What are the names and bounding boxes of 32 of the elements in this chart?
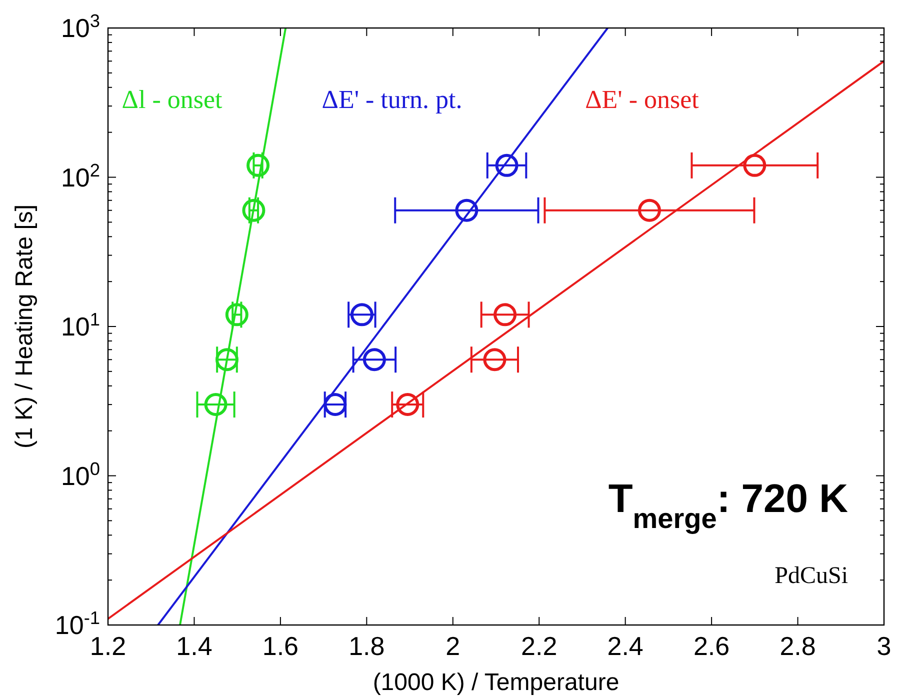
point — [246, 154, 270, 177]
annotation: T$_{merge}$: 720 K — [608, 477, 848, 534]
x-tick-label: 2.4 — [607, 631, 644, 661]
point — [494, 303, 517, 326]
text: ΔE' - onset — [585, 85, 700, 114]
point — [396, 393, 420, 416]
text: Δl - onset — [122, 85, 224, 114]
point — [225, 303, 248, 326]
x-tick-label: 1.8 — [348, 631, 385, 661]
text: ΔE' - turn. pt. — [322, 85, 462, 114]
point — [495, 154, 518, 177]
y-axis-title: (1 K) / Heating Rate [s] — [11, 204, 38, 449]
x-tick-label: 3 — [876, 631, 892, 661]
point — [743, 154, 766, 177]
y-tick-label: 10$^{1}$ — [60, 310, 100, 342]
x-tick-label: 2.2 — [521, 631, 558, 661]
x-axis-title: (1000 K) / Temperature — [372, 669, 620, 696]
point — [204, 393, 228, 416]
y-tick-label: 10$^{0}$ — [60, 458, 100, 491]
x-tick-label: 2.6 — [693, 631, 730, 661]
y-tick-label: 10$^{3}$ — [60, 11, 100, 43]
x-tick-label: 1.6 — [262, 631, 299, 661]
x-tick-label: 2.8 — [780, 631, 816, 661]
annotation: PdCuSi — [774, 563, 848, 589]
point — [483, 348, 506, 372]
x-tick-label: 1.4 — [176, 631, 212, 661]
y-tick-label: 10$^{2}$ — [60, 160, 100, 192]
x-tick-label: 2 — [446, 631, 460, 661]
point — [362, 348, 386, 372]
point — [638, 198, 661, 222]
point — [455, 198, 478, 222]
point — [242, 198, 266, 222]
